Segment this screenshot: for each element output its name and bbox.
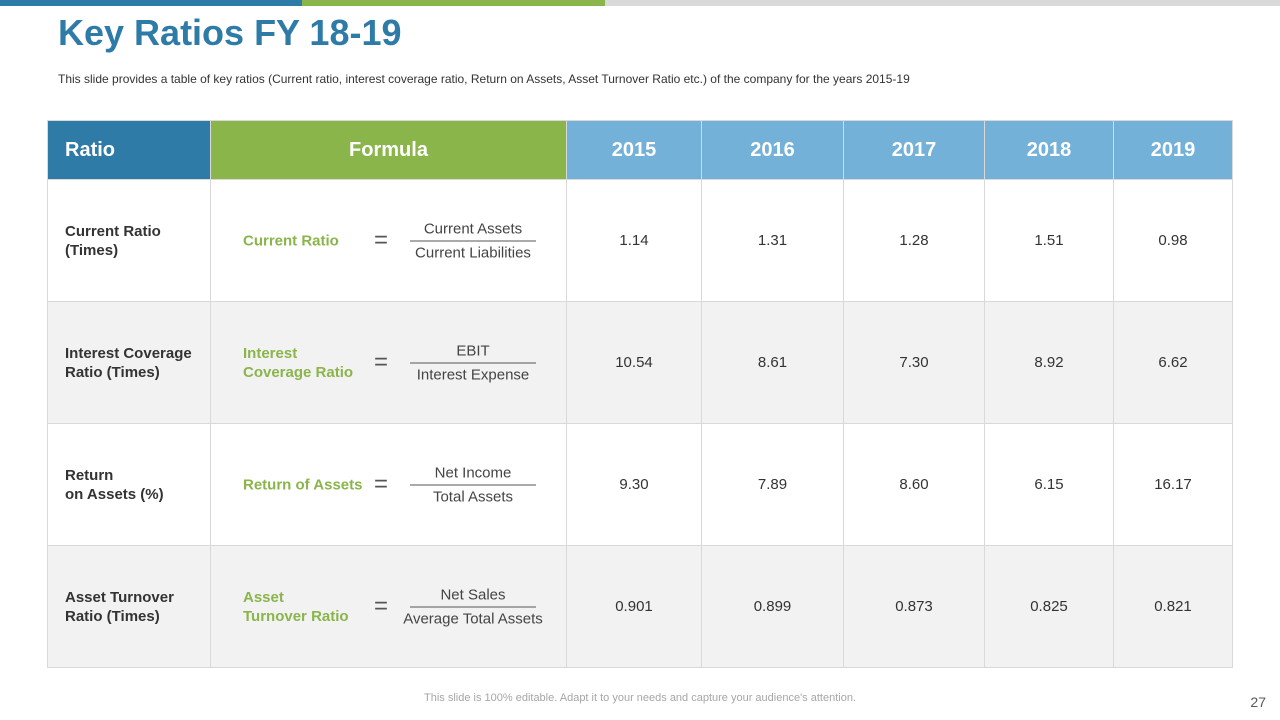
top-accent-bar-green [302, 0, 605, 6]
value-2019: 6.62 [1113, 301, 1233, 424]
value-2017: 1.28 [843, 179, 985, 302]
value-2015: 9.30 [566, 423, 702, 546]
value-2018: 0.825 [984, 545, 1114, 668]
formula-cell: Interest Coverage Ratio = EBIT Interest … [210, 301, 567, 424]
formula-label: Interest Coverage Ratio [243, 344, 378, 382]
table-row-asset-turnover: Asset Turnover Ratio (Times) Asset Turno… [47, 545, 1233, 668]
formula-label-line1: Asset [243, 588, 284, 606]
header-formula: Formula [210, 120, 567, 180]
value-2016: 1.31 [701, 179, 844, 302]
ratio-name-line1: Asset Turnover [65, 588, 174, 606]
equals-sign: = [374, 347, 389, 375]
formula-label: Asset Turnover Ratio [243, 588, 378, 626]
formula-label: Current Ratio [243, 231, 378, 250]
value-2017: 7.30 [843, 301, 985, 424]
formula-denominator: Average Total Assets [403, 610, 543, 627]
formula-label-line1: Return of Assets [243, 476, 363, 493]
value-2015: 1.14 [566, 179, 702, 302]
header-year-2017: 2017 [843, 120, 985, 180]
ratio-name-line2: (Times) [65, 241, 119, 259]
value-2019: 16.17 [1113, 423, 1233, 546]
ratio-name-cell: Current Ratio (Times) [47, 179, 211, 302]
formula-fraction: Current Assets Current Liabilities [393, 220, 553, 261]
fraction-bar [410, 484, 536, 485]
fraction-bar [410, 240, 536, 241]
formula-label-line2: Coverage Ratio [243, 363, 354, 381]
ratio-name-cell: Asset Turnover Ratio (Times) [47, 545, 211, 668]
formula-cell: Current Ratio = Current Assets Current L… [210, 179, 567, 302]
header-year-2015: 2015 [566, 120, 702, 180]
footer-note: This slide is 100% editable. Adapt it to… [424, 692, 856, 704]
table-row-interest-coverage: Interest Coverage Ratio (Times) Interest… [47, 301, 1233, 424]
value-2017: 8.60 [843, 423, 985, 546]
formula-cell: Asset Turnover Ratio = Net Sales Average… [210, 545, 567, 668]
value-2017: 0.873 [843, 545, 985, 668]
ratio-name-line2: Ratio (Times) [65, 607, 160, 625]
ratio-name-line1: Current Ratio [65, 222, 161, 240]
value-2016: 7.89 [701, 423, 844, 546]
equals-sign: = [374, 591, 389, 619]
ratio-name-cell: Return on Assets (%) [47, 423, 211, 546]
page-number: 27 [1250, 694, 1266, 710]
formula-denominator: Current Liabilities [415, 244, 531, 261]
slide-subtitle: This slide provides a table of key ratio… [58, 72, 910, 86]
ratio-name-line2: Ratio (Times) [65, 363, 160, 381]
formula-fraction: EBIT Interest Expense [393, 342, 553, 383]
value-2015: 10.54 [566, 301, 702, 424]
top-accent-bar-grey [605, 0, 1280, 6]
ratio-name-cell: Interest Coverage Ratio (Times) [47, 301, 211, 424]
formula-label-line1: Interest [243, 344, 298, 362]
value-2018: 6.15 [984, 423, 1114, 546]
table-header-row: Ratio Formula 2015 2016 2017 2018 2019 [47, 120, 1233, 180]
value-2015: 0.901 [566, 545, 702, 668]
value-2019: 0.98 [1113, 179, 1233, 302]
equals-sign: = [374, 469, 389, 497]
formula-label-line2: Turnover Ratio [243, 607, 349, 625]
slide-title: Key Ratios FY 18-19 [58, 12, 402, 53]
formula-label: Return of Assets [243, 475, 378, 494]
formula-numerator: Net Sales [440, 586, 506, 603]
ratio-name-line2: on Assets (%) [65, 485, 164, 503]
header-year-2016: 2016 [701, 120, 844, 180]
formula-cell: Return of Assets = Net Income Total Asse… [210, 423, 567, 546]
header-ratio: Ratio [47, 120, 211, 180]
table-row-return-on-assets: Return on Assets (%) Return of Assets = … [47, 423, 1233, 546]
fraction-bar [410, 606, 536, 607]
value-2018: 1.51 [984, 179, 1114, 302]
formula-numerator: Net Income [434, 464, 512, 481]
formula-label-line1: Current Ratio [243, 232, 339, 249]
formula-denominator: Total Assets [432, 488, 514, 505]
fraction-bar [410, 362, 536, 363]
value-2016: 0.899 [701, 545, 844, 668]
formula-numerator: EBIT [456, 342, 490, 359]
formula-denominator: Interest Expense [416, 366, 530, 383]
formula-fraction: Net Sales Average Total Assets [393, 586, 553, 627]
formula-numerator: Current Assets [423, 220, 523, 237]
formula-fraction: Net Income Total Assets [393, 464, 553, 505]
header-year-2018: 2018 [984, 120, 1114, 180]
value-2018: 8.92 [984, 301, 1114, 424]
table-row-current-ratio: Current Ratio (Times) Current Ratio = Cu… [47, 179, 1233, 302]
ratio-name-line1: Return [65, 466, 114, 484]
value-2016: 8.61 [701, 301, 844, 424]
equals-sign: = [374, 225, 389, 253]
header-year-2019: 2019 [1113, 120, 1233, 180]
ratio-name-line1: Interest Coverage [65, 344, 192, 362]
top-accent-bar-blue [0, 0, 302, 6]
value-2019: 0.821 [1113, 545, 1233, 668]
key-ratios-table: Ratio Formula 2015 2016 2017 2018 2019 C… [47, 120, 1233, 668]
